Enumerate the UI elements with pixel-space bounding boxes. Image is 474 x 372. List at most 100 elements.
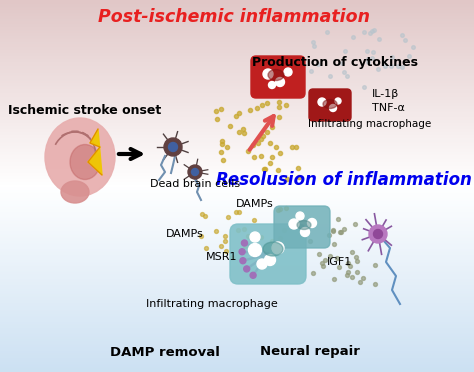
Bar [0,251,474,254]
Bar [0,357,474,360]
Point [263,129,271,135]
Point [242,243,249,249]
Bar [0,272,474,275]
Text: DAMPs: DAMPs [166,229,204,239]
Point [280,227,287,232]
Bar [0,301,474,304]
Bar [0,158,474,161]
Bar [0,236,474,239]
Point [346,263,354,269]
Bar [0,171,474,174]
Bar [0,238,474,240]
Bar [0,170,474,172]
Point [343,73,351,78]
Bar [0,186,474,189]
Bar [0,263,474,265]
Bar [0,239,474,242]
Bar [0,10,474,12]
Bar [0,339,474,341]
Bar [0,219,474,222]
Bar [0,331,474,333]
Bar [0,225,474,228]
Polygon shape [88,129,102,175]
Bar [0,110,474,113]
Point [340,69,347,75]
Point [292,144,300,150]
Bar [0,314,474,316]
Bar [0,69,474,71]
Bar [0,340,474,343]
Bar [0,81,474,84]
Bar [0,7,474,9]
Point [321,257,328,263]
Point [364,56,372,62]
Bar [0,62,474,65]
Point [266,160,274,166]
Text: MSR1: MSR1 [206,252,238,262]
Bar [0,109,474,112]
Circle shape [369,225,387,243]
Bar [0,30,474,32]
Bar [0,58,474,61]
Bar [0,335,474,338]
Point [366,30,374,36]
Text: DAMP removal: DAMP removal [110,346,220,359]
Point [272,144,279,150]
Bar [0,162,474,164]
Circle shape [329,105,337,112]
Ellipse shape [45,118,115,196]
Circle shape [257,259,267,269]
Point [249,244,256,250]
Bar [0,294,474,296]
Point [335,264,343,270]
Point [259,133,267,139]
Point [330,241,338,247]
Bar [0,256,474,259]
Point [235,110,243,116]
Circle shape [168,142,177,151]
Bar [0,50,474,53]
Bar [0,230,474,232]
Point [219,141,226,147]
Bar [0,83,474,85]
Bar [0,281,474,284]
Bar [0,55,474,57]
Bar [0,317,474,319]
Bar [0,291,474,293]
Point [394,63,402,69]
Bar [0,4,474,6]
Bar [0,363,474,366]
Point [274,206,282,212]
Bar [0,348,474,350]
Bar [0,73,474,76]
Circle shape [239,249,245,255]
Bar [0,12,474,14]
Bar [0,118,474,121]
Bar [0,359,474,361]
Point [375,36,383,42]
Bar [0,221,474,223]
Point [240,226,247,232]
Point [277,206,284,212]
Bar [0,5,474,8]
Bar [0,344,474,347]
Bar [0,207,474,209]
Bar [0,309,474,312]
Bar [0,352,474,355]
Bar [0,312,474,315]
Bar [0,117,474,119]
Point [261,166,269,172]
Bar [0,22,474,25]
Bar [0,78,474,81]
Bar [0,368,474,371]
Circle shape [263,69,273,79]
Bar [0,341,474,344]
Bar [0,137,474,140]
Bar [0,13,474,16]
Point [226,123,234,129]
Bar [0,210,474,212]
Bar [0,41,474,44]
Bar [0,270,474,273]
Point [359,275,366,281]
Bar [0,346,474,349]
